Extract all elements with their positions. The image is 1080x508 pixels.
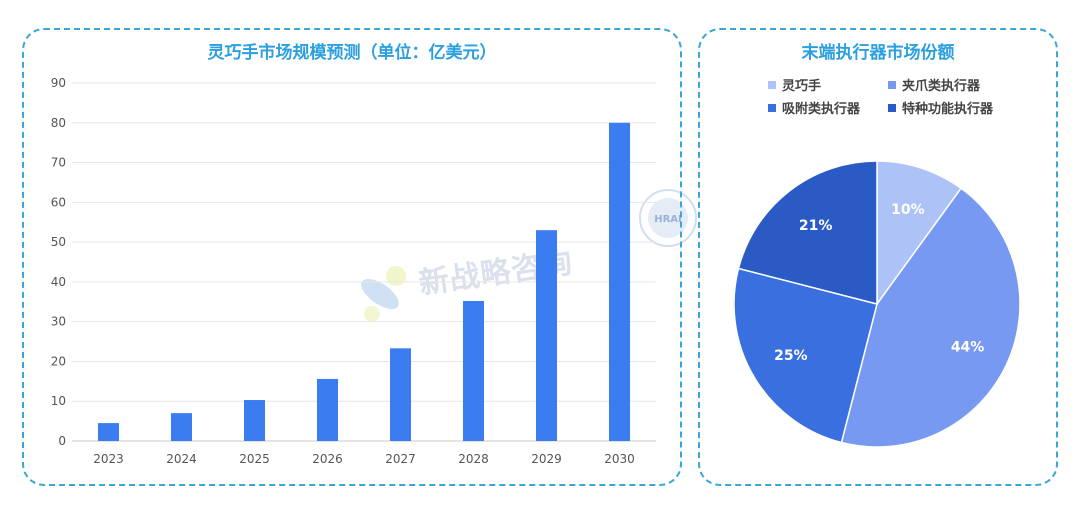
y-tick-label: 60: [51, 195, 66, 209]
pie-slice-4: [737, 160, 878, 305]
bar-chart-title: 灵巧手市场规模预测（单位：亿美元）: [207, 43, 497, 63]
watermark-seal-text: HRAI: [654, 214, 682, 225]
x-tick-label: 2026: [312, 452, 343, 466]
y-tick-label: 10: [51, 394, 66, 408]
legend-swatch: [768, 81, 776, 89]
y-tick-label: 30: [51, 315, 66, 329]
pie-slice-2: [840, 187, 1021, 448]
x-tick-label: 2023: [93, 452, 124, 466]
bar-2025: [244, 400, 265, 441]
pie-slice-label: 44%: [951, 340, 985, 356]
x-tick-label: 2024: [166, 452, 197, 466]
y-tick-label: 80: [51, 116, 66, 130]
bar-2030: [609, 122, 630, 442]
x-tick-label: 2029: [531, 452, 562, 466]
pie-slice-1: [876, 160, 963, 307]
legend-label: 灵巧手: [782, 78, 821, 94]
legend-label: 吸附类执行器: [782, 101, 861, 117]
pie-slice-label: 10%: [891, 202, 925, 218]
bar-2027: [390, 348, 411, 441]
legend-swatch: [888, 81, 896, 89]
pie-chart-title: 末端执行器市场份额: [801, 43, 955, 63]
bar-2023: [98, 423, 119, 441]
pie-slice-label: 25%: [774, 348, 808, 364]
legend-label: 特种功能执行器: [902, 101, 994, 117]
x-tick-label: 2027: [385, 452, 416, 466]
watermark-seal-icon: HRAI: [639, 189, 697, 247]
legend-swatch: [888, 104, 896, 112]
bar-2024: [171, 413, 192, 441]
y-tick-label: 50: [51, 235, 66, 249]
x-tick-label: 2030: [604, 452, 635, 466]
y-tick-label: 90: [51, 76, 66, 90]
bar-chart-panel: 灵巧手市场规模预测（单位：亿美元）: [22, 28, 682, 486]
bar-2026: [317, 378, 338, 441]
y-tick-label: 70: [51, 156, 66, 170]
watermark-logo-icon: [361, 266, 406, 322]
y-tick-label: 0: [58, 434, 66, 448]
bar-2029: [536, 230, 557, 441]
y-tick-label: 40: [51, 275, 66, 289]
pie-slice-label: 21%: [799, 218, 833, 234]
x-tick-label: 2025: [239, 452, 270, 466]
pie-slice-3: [733, 267, 878, 444]
bar-2028: [463, 300, 484, 441]
legend-swatch: [768, 104, 776, 112]
x-tick-label: 2028: [458, 452, 489, 466]
legend-label: 夹爪类执行器: [902, 78, 981, 94]
y-tick-label: 20: [51, 354, 66, 368]
